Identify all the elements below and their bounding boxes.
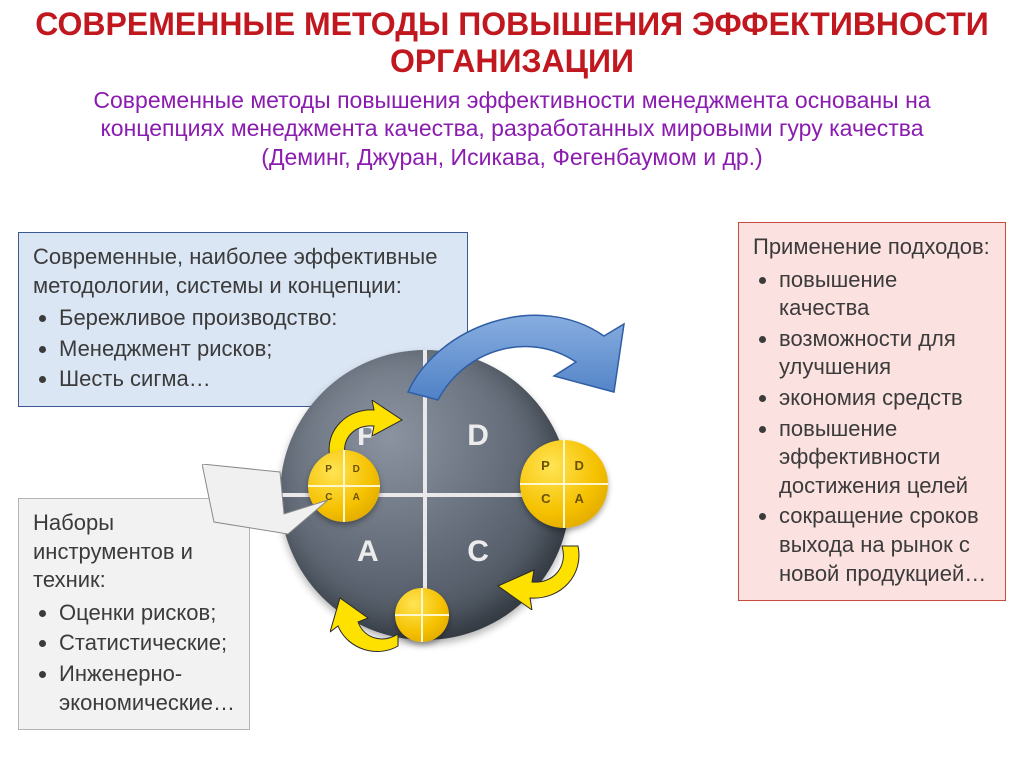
list-item: повышение эффективности достижения целей — [779, 415, 991, 501]
methodologies-lead: Современные, наиболее эффективные методо… — [33, 243, 453, 300]
big-arrow-icon — [378, 296, 628, 426]
pdca-small-label: A — [575, 491, 584, 506]
tools-list: Оценки рисков; Статистические; Инженерно… — [33, 599, 235, 717]
pdca-quadrant-label: A — [357, 535, 379, 569]
yellow-arrow-icon — [478, 540, 588, 610]
list-item: возможности для улучшения — [779, 325, 991, 382]
list-item: повышение качества — [779, 266, 991, 323]
pdca-small-label: P — [541, 458, 550, 473]
applications-list: повышение качества возможности для улучш… — [753, 266, 991, 589]
pdca-small-label: D — [353, 464, 360, 475]
pdca-small-label: C — [541, 491, 550, 506]
slide-title: СОВРЕМЕННЫЕ МЕТОДЫ ПОВЫШЕНИЯ ЭФФЕКТИВНОС… — [0, 0, 1024, 80]
list-item: Оценки рисков; — [59, 599, 235, 628]
list-item: Статистические; — [59, 629, 235, 658]
list-item: экономия средств — [779, 384, 991, 413]
pdca-small-label: A — [353, 492, 360, 503]
applications-lead: Применение подходов: — [753, 233, 991, 262]
callout-pointer-icon — [202, 464, 332, 544]
list-item: Инженерно-экономические… — [59, 660, 235, 717]
slide-subtitle: Современные методы повышения эффективнос… — [0, 80, 1024, 176]
list-item: сокращение сроков выхода на рынок с ново… — [779, 502, 991, 588]
applications-box: Применение подходов: повышение качества … — [738, 222, 1006, 601]
pdca-small-label: D — [575, 458, 584, 473]
